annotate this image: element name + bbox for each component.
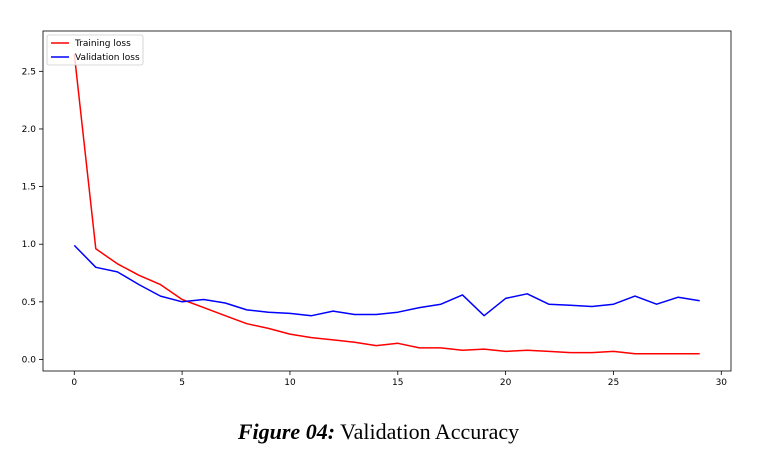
figure-caption: Figure 04: Validation Accuracy — [0, 419, 757, 445]
x-tick-label: 0 — [71, 378, 77, 388]
x-tick-label: 15 — [392, 378, 403, 388]
x-axis: 0 5 10 15 20 25 30 — [71, 371, 727, 388]
y-tick-label: 0.5 — [22, 298, 36, 308]
x-tick-label: 5 — [179, 378, 185, 388]
series-group — [73, 54, 700, 355]
plot-frame — [42, 30, 732, 372]
legend: Training loss Validation loss — [46, 34, 144, 66]
y-tick-label: 1.0 — [22, 240, 37, 250]
caption-text: Validation Accuracy — [340, 419, 520, 444]
legend-label-training: Training loss — [74, 39, 131, 49]
series-line-training-loss — [73, 54, 700, 355]
y-tick-label: 1.5 — [22, 183, 36, 193]
x-tick-label: 20 — [500, 378, 512, 388]
legend-label-validation: Validation loss — [75, 53, 140, 63]
x-tick-label: 30 — [716, 378, 728, 388]
y-tick-label: 2.5 — [22, 67, 36, 77]
series-line-validation-loss — [73, 244, 700, 317]
caption-label: Figure 04: — [237, 419, 336, 444]
y-tick-label: 2.0 — [22, 125, 37, 135]
x-tick-label: 10 — [284, 378, 296, 388]
y-axis: 0.0 0.5 1.0 1.5 2.0 2.5 — [22, 67, 43, 365]
x-tick-label: 25 — [608, 378, 619, 388]
legend-box — [46, 34, 144, 66]
y-tick-label: 0.0 — [22, 355, 37, 365]
